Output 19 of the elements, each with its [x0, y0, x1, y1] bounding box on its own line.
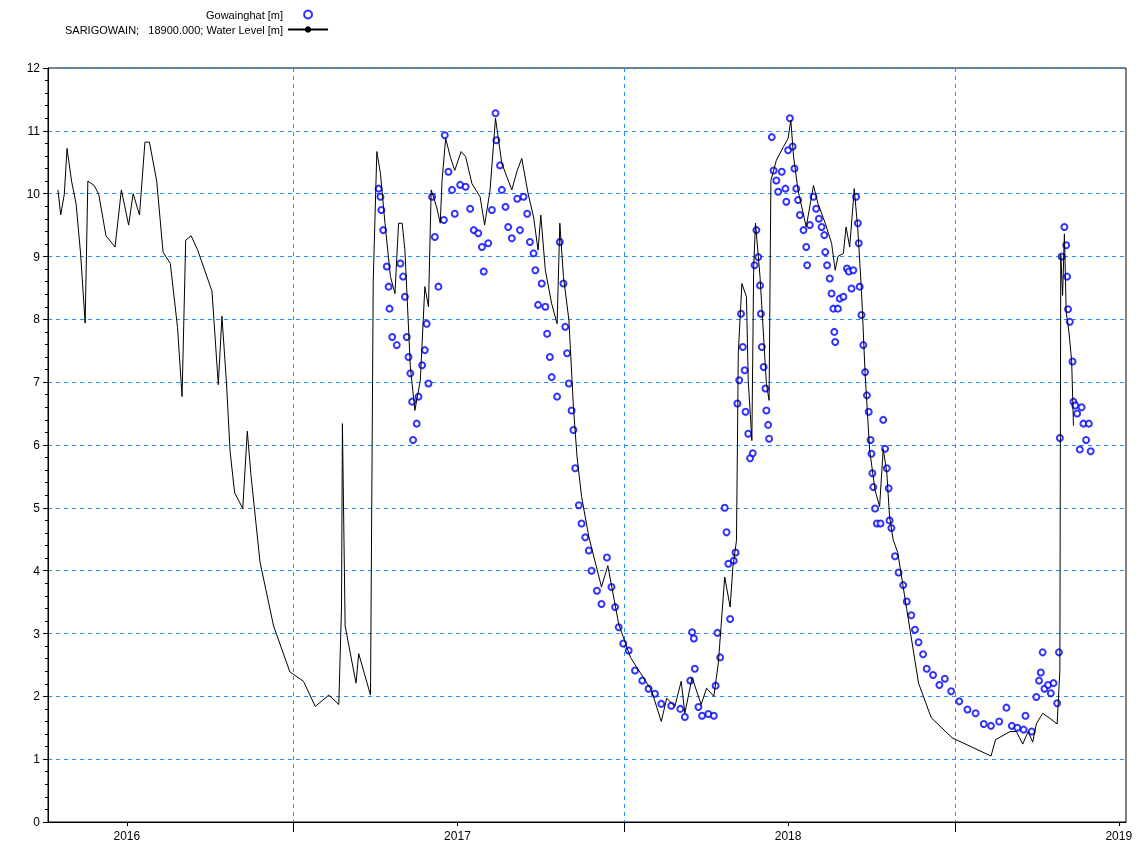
legend-label: Gowainghat [m] — [206, 8, 284, 21]
y-tick-label: 9 — [33, 249, 41, 264]
y-tick-label: 0 — [33, 815, 41, 829]
y-tick-label: 6 — [33, 438, 41, 452]
y-tick-label: 11 — [27, 123, 41, 138]
legend-label: SARIGOWAIN; 18900.000; Water Level [m] — [65, 23, 284, 36]
y-tick-label: 7 — [33, 375, 41, 390]
y-tick-label: 12 — [26, 61, 41, 75]
x-tick-label: 2016 — [113, 829, 141, 843]
y-tick-label: 5 — [33, 500, 41, 515]
y-tick-label: 8 — [33, 312, 41, 327]
y-tick-label: 1 — [33, 752, 41, 767]
x-tick-label: 2018 — [774, 829, 802, 843]
y-tick-label: 2 — [33, 689, 41, 704]
y-tick-label: 10 — [26, 186, 41, 201]
y-tick-label: 4 — [33, 563, 41, 578]
x-tick-label: 2019 — [1105, 829, 1133, 843]
x-tick-label: 2017 — [444, 829, 472, 843]
y-tick-label: 3 — [33, 626, 41, 641]
